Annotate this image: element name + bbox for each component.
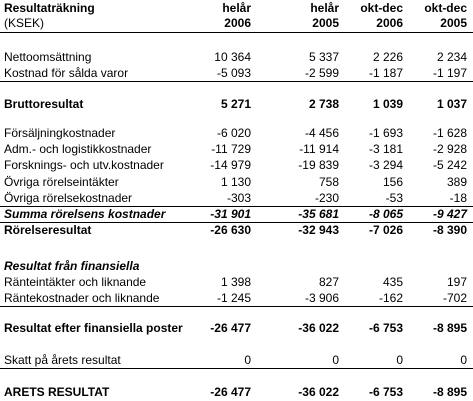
cell-value: -9 427 <box>432 207 467 221</box>
row-label: Övriga rörelseintäkter <box>4 175 119 189</box>
column-year: 2005 <box>440 16 467 30</box>
cell-value: -8 895 <box>432 321 467 335</box>
cell-value: 2 226 <box>372 50 403 64</box>
cell-value: -53 <box>385 191 403 205</box>
cell-value: 10 364 <box>214 50 251 64</box>
column-year: 2006 <box>376 16 403 30</box>
cell-value: -3 181 <box>368 142 403 156</box>
row-label: Summa rörelsens kostnader <box>4 207 166 221</box>
cell-value: -26 477 <box>210 385 251 399</box>
cell-value: -702 <box>442 291 467 305</box>
column-year: 2006 <box>224 16 251 30</box>
column-period: helår <box>222 1 251 15</box>
cell-value: -36 022 <box>298 385 339 399</box>
cell-value: 389 <box>446 175 467 189</box>
row-label: Kostnad för sålda varor <box>4 66 129 80</box>
row-label: Resultat från finansiella <box>4 259 140 273</box>
cell-value: -2 599 <box>304 66 339 80</box>
row-label: Försäljningkostnader <box>4 126 116 140</box>
title: Resultaträkning <box>4 1 95 15</box>
cell-value: -3 906 <box>304 291 339 305</box>
cell-value: -8 895 <box>432 385 467 399</box>
cell-value: 197 <box>446 275 467 289</box>
row-label: Nettoomsättning <box>4 50 92 64</box>
cell-value: -11 914 <box>299 142 339 156</box>
cell-value: -4 456 <box>304 126 339 140</box>
cell-value: -5 093 <box>216 66 251 80</box>
cell-value: -8 065 <box>368 207 403 221</box>
column-period: helår <box>310 1 339 15</box>
cell-value: -35 681 <box>298 207 339 221</box>
row-label: Övriga rörelsekostnader <box>4 191 133 205</box>
cell-value: -1 197 <box>432 66 467 80</box>
cell-value: 435 <box>382 275 403 289</box>
cell-value: -162 <box>378 291 403 305</box>
cell-value: -6 753 <box>368 385 403 399</box>
cell-value: -32 943 <box>298 223 339 237</box>
row-label: Adm.- och logistikkostnader <box>4 142 152 156</box>
cell-value: -303 <box>226 191 251 205</box>
rule <box>0 222 473 223</box>
cell-value: 0 <box>460 353 467 367</box>
rule <box>0 306 473 307</box>
cell-value: -5 242 <box>432 158 467 172</box>
cell-value: -26 477 <box>210 321 251 335</box>
rule <box>0 206 473 207</box>
cell-value: 2 234 <box>436 50 467 64</box>
column-period: okt-dec <box>360 1 403 15</box>
cell-value: 5 337 <box>308 50 339 64</box>
cell-value: -19 839 <box>298 158 339 172</box>
cell-value: -1 693 <box>368 126 403 140</box>
cell-value: -26 630 <box>210 223 251 237</box>
cell-value: -1 245 <box>216 291 251 305</box>
unit: (KSEK) <box>4 16 45 30</box>
row-label: Bruttoresultat <box>4 97 84 111</box>
row-label: Resultat efter finansiella poster <box>4 321 183 335</box>
rule <box>0 81 473 82</box>
cell-value: 758 <box>318 175 339 189</box>
cell-value: -14 979 <box>210 158 251 172</box>
cell-value: 1 039 <box>372 97 403 111</box>
cell-value: -36 022 <box>298 321 339 335</box>
row-label: Skatt på årets resultat <box>4 353 121 367</box>
rule <box>0 368 473 369</box>
cell-value: -11 729 <box>211 142 251 156</box>
cell-value: -18 <box>449 191 467 205</box>
cell-value: -1 628 <box>432 126 467 140</box>
cell-value: -31 901 <box>210 207 251 221</box>
column-year: 2005 <box>312 16 339 30</box>
cell-value: -7 026 <box>368 223 403 237</box>
cell-value: 1 130 <box>220 175 251 189</box>
cell-value: -3 294 <box>368 158 403 172</box>
cell-value: -230 <box>314 191 339 205</box>
cell-value: 827 <box>318 275 339 289</box>
cell-value: -1 187 <box>368 66 403 80</box>
cell-value: -6 753 <box>368 321 403 335</box>
cell-value: 2 738 <box>308 97 339 111</box>
cell-value: 1 398 <box>220 275 251 289</box>
cell-value: 0 <box>396 353 403 367</box>
row-label: Rörelseresultat <box>4 223 92 237</box>
cell-value: 156 <box>382 175 403 189</box>
column-period: okt-dec <box>424 1 467 15</box>
cell-value: 0 <box>332 353 339 367</box>
cell-value: 0 <box>244 353 251 367</box>
row-label: Räntekostnader och liknande <box>4 291 160 305</box>
cell-value: -2 928 <box>432 142 467 156</box>
cell-value: 5 271 <box>220 97 251 111</box>
cell-value: -8 390 <box>432 223 467 237</box>
rule <box>0 32 473 33</box>
cell-value: -6 020 <box>216 126 251 140</box>
cell-value: 1 037 <box>436 97 467 111</box>
row-label: Forsknings- och utv.kostnader <box>4 158 164 172</box>
row-label: ARETS RESULTAT <box>4 385 110 399</box>
row-label: Ränteintäkter och liknande <box>4 275 147 289</box>
